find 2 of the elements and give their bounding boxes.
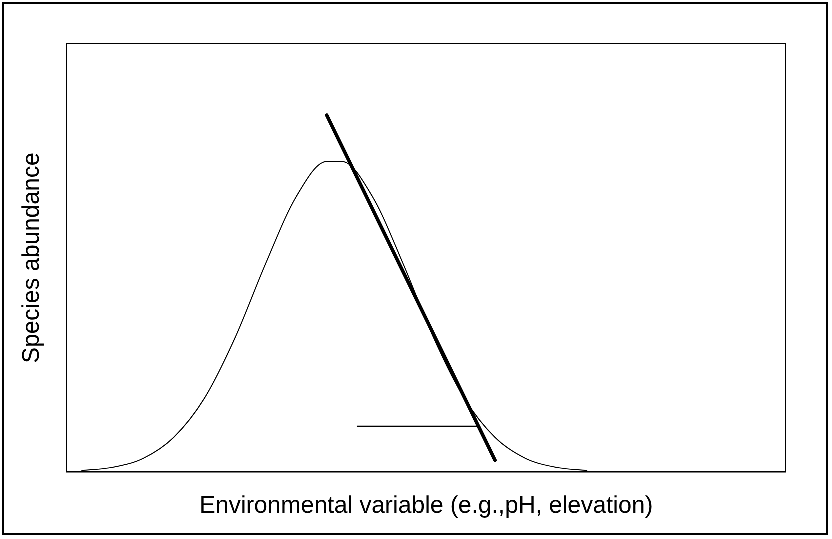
x-axis-title: Environmental variable (e.g.,pH, elevation) (200, 492, 654, 520)
y-axis-title: Species abundance (18, 152, 46, 364)
